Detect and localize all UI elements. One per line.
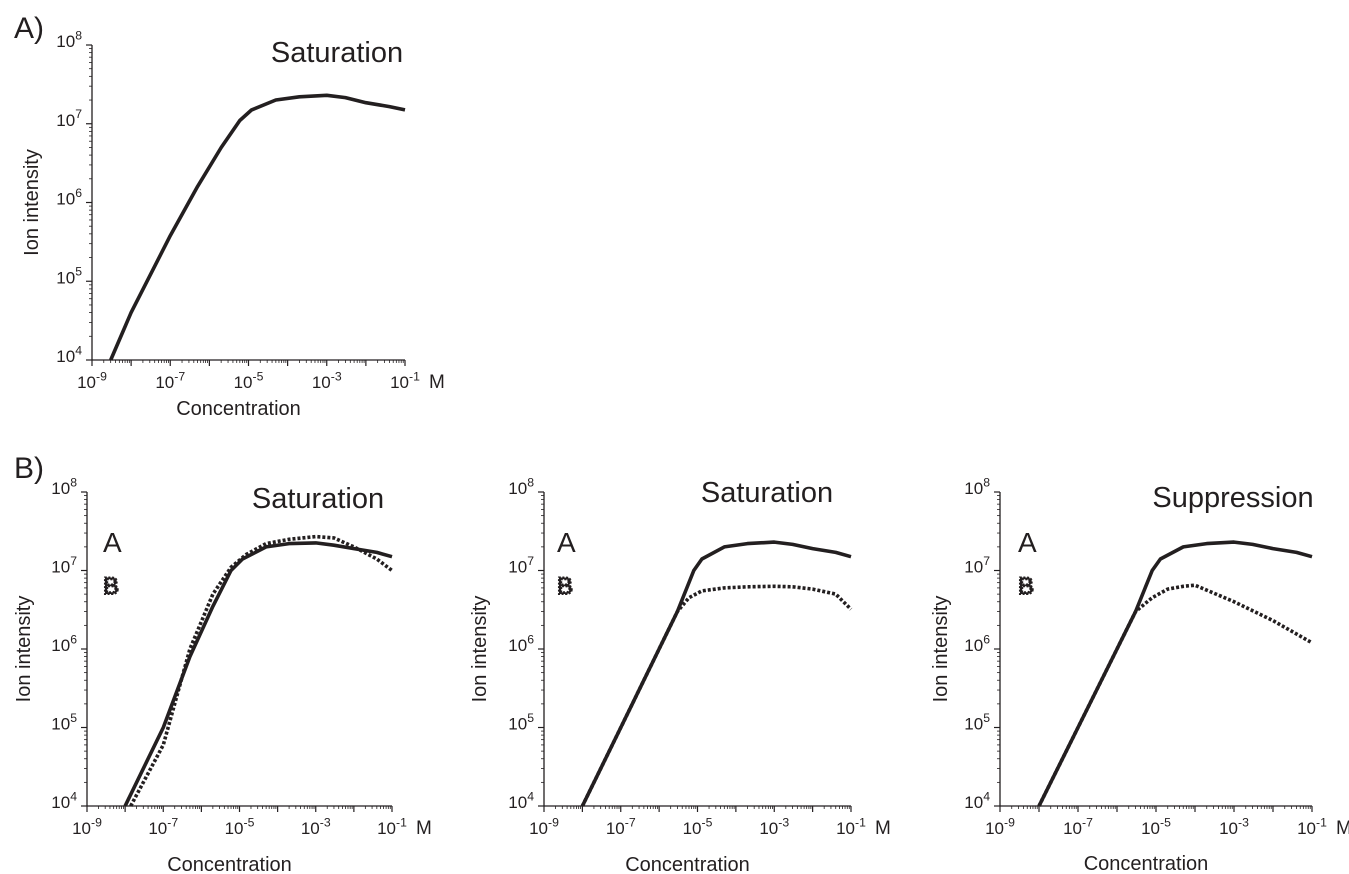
series-line-b bbox=[580, 584, 853, 807]
x-unit-label: M bbox=[875, 818, 891, 839]
x-unit-label: M bbox=[1336, 818, 1349, 839]
panel-label-a: A) bbox=[14, 12, 44, 45]
series-line-a bbox=[1037, 540, 1313, 807]
legend-label-a: A bbox=[557, 527, 576, 558]
x-tick-label: 10-5 bbox=[1141, 815, 1171, 838]
chart-1: 104 105 106 107 108 10-9 10-7 10-5 10-3 10-1 M Conc… bbox=[21, 28, 445, 420]
y-tick-label: 104 bbox=[964, 789, 990, 812]
series-line-a bbox=[123, 541, 393, 807]
series-line-b bbox=[1037, 583, 1313, 807]
x-axis-label: Concentration bbox=[625, 854, 750, 874]
x-tick-label: 10-9 bbox=[72, 815, 102, 838]
x-axis-label: Concentration bbox=[1084, 853, 1209, 874]
x-tick-label: 10-5 bbox=[225, 815, 255, 838]
chart-title: Suppression bbox=[1152, 482, 1313, 514]
y-tick-label: 106 bbox=[964, 632, 990, 655]
y-tick-label: 108 bbox=[508, 475, 534, 498]
legend-label-b: B bbox=[103, 573, 119, 600]
y-tick-label: 105 bbox=[508, 711, 534, 734]
legend-label-b: B bbox=[557, 573, 573, 600]
y-tick-label: 107 bbox=[964, 554, 990, 577]
x-tick-label: 10-9 bbox=[77, 369, 107, 392]
chart-2: 104 105 106 107 108 10-9 10-7 10-5 10-3 10-1 M Conc… bbox=[13, 475, 432, 874]
y-tick-label: 106 bbox=[56, 186, 82, 209]
y-axis-label: Ion intensity bbox=[469, 596, 491, 703]
y-tick-label: 105 bbox=[964, 711, 990, 734]
y-tick-label: 106 bbox=[51, 632, 77, 655]
series-line-a bbox=[580, 540, 852, 807]
y-tick-label: 106 bbox=[508, 632, 534, 655]
x-axis-label: Concentration bbox=[167, 854, 292, 874]
y-tick-label: 107 bbox=[51, 554, 77, 577]
x-tick-label: 10-1 bbox=[390, 369, 420, 392]
y-tick-label: 104 bbox=[56, 343, 82, 366]
x-tick-label: 10-5 bbox=[683, 815, 713, 838]
series-line-b bbox=[129, 534, 394, 807]
x-tick-label: 10-9 bbox=[529, 815, 559, 838]
x-axis-label: Concentration bbox=[176, 398, 301, 420]
legend-label-a: A bbox=[1018, 527, 1037, 558]
x-unit-label: M bbox=[416, 818, 432, 839]
x-tick-label: 10-9 bbox=[985, 815, 1015, 838]
panel-label-b: B) bbox=[14, 452, 44, 485]
x-tick-label: 10-3 bbox=[312, 369, 342, 392]
chart-title: Saturation bbox=[701, 477, 833, 509]
chart-title: Saturation bbox=[271, 37, 403, 69]
y-axis-label: Ion intensity bbox=[21, 149, 43, 256]
legend-label-a: A bbox=[103, 527, 122, 558]
chart-4: 104 105 106 107 108 10-9 10-7 10-5 10-3 10-1 M Conc… bbox=[930, 475, 1349, 874]
x-tick-label: 10-3 bbox=[1219, 815, 1249, 838]
legend-label-b: B bbox=[1018, 573, 1034, 600]
y-tick-label: 108 bbox=[51, 475, 77, 498]
y-axis-label: Ion intensity bbox=[930, 596, 952, 703]
chart-title: Saturation bbox=[252, 483, 384, 515]
x-tick-label: 10-1 bbox=[1297, 815, 1327, 838]
x-tick-label: 10-3 bbox=[759, 815, 789, 838]
y-tick-label: 105 bbox=[56, 265, 82, 288]
series-line-main bbox=[109, 93, 406, 361]
x-tick-label: 10-1 bbox=[836, 815, 866, 838]
y-axis-label: Ion intensity bbox=[13, 596, 35, 703]
chart-3: 104 105 106 107 108 10-9 10-7 10-5 10-3 10-1 M Conc… bbox=[469, 475, 891, 874]
y-tick-label: 107 bbox=[508, 554, 534, 577]
y-tick-label: 107 bbox=[56, 107, 82, 130]
x-tick-label: 10-7 bbox=[606, 815, 636, 838]
x-tick-label: 10-7 bbox=[148, 815, 178, 838]
x-tick-label: 10-7 bbox=[155, 369, 185, 392]
y-tick-label: 108 bbox=[56, 28, 82, 51]
y-tick-label: 104 bbox=[51, 789, 77, 812]
x-tick-label: 10-5 bbox=[234, 369, 264, 392]
y-tick-label: 105 bbox=[51, 711, 77, 734]
x-tick-label: 10-3 bbox=[301, 815, 331, 838]
x-unit-label: M bbox=[429, 372, 445, 393]
x-tick-label: 10-7 bbox=[1063, 815, 1093, 838]
y-tick-label: 104 bbox=[508, 789, 534, 812]
x-tick-label: 10-1 bbox=[377, 815, 407, 838]
y-tick-label: 108 bbox=[964, 475, 990, 498]
